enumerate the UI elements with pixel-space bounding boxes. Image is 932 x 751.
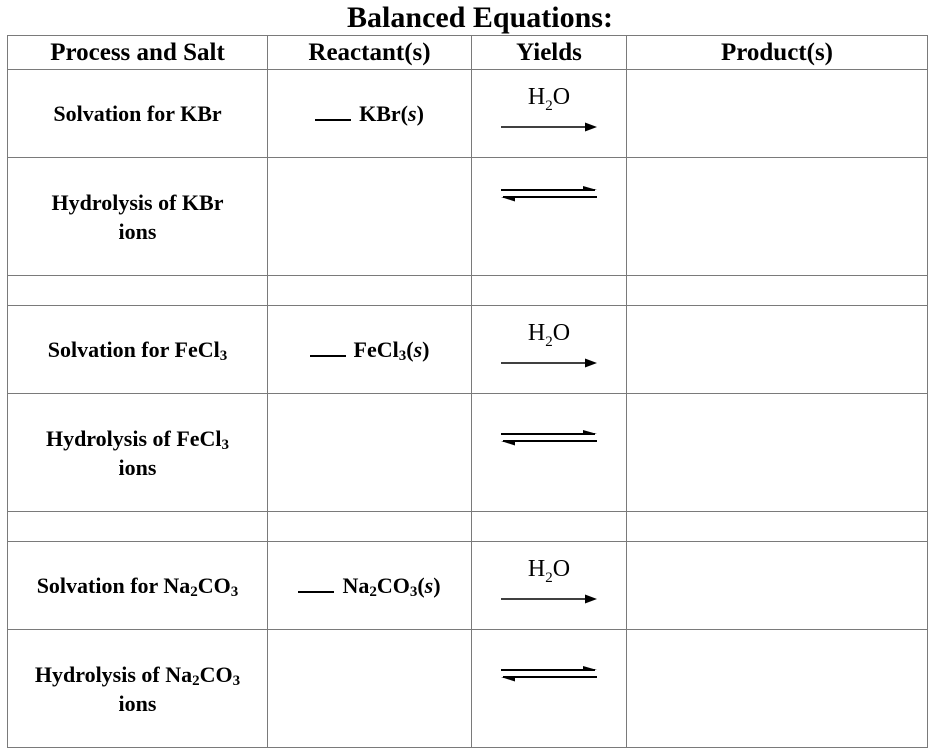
coefficient-blank[interactable] — [309, 335, 346, 357]
h2o-label: H2O — [527, 556, 571, 586]
product-cell[interactable] — [626, 541, 928, 630]
h2o-label: H2O — [527, 320, 571, 350]
reaction-arrow-icon — [501, 594, 597, 604]
spacer-row — [7, 511, 928, 542]
header-yields: Yields — [471, 35, 627, 70]
reactant-cell[interactable]: Na2CO3(s) — [267, 541, 472, 630]
reactant-cell[interactable] — [267, 157, 472, 276]
yields-cell: H2O — [471, 69, 627, 158]
process-cell: Solvation for Na2CO3 — [7, 541, 268, 630]
process-cell: Solvation for KBr — [7, 69, 268, 158]
yields-cell: H2O — [471, 541, 627, 630]
table-row: Hydrolysis of Na2CO3 ions — [7, 629, 928, 748]
page-title: Balanced Equations: — [347, 1, 613, 34]
header-row: Process and Salt Reactant(s) Yields Prod… — [7, 35, 928, 70]
table-row: Hydrolysis of FeCl3 ions — [7, 393, 928, 512]
table-row: Solvation for FeCl3 FeCl3(s) H2O — [7, 305, 928, 394]
yields-cell — [471, 393, 627, 512]
process-cell: Hydrolysis of Na2CO3 ions — [7, 629, 268, 748]
equilibrium-arrow-icon — [501, 186, 597, 202]
equilibrium-arrow-icon — [501, 666, 597, 682]
yields-cell — [471, 629, 627, 748]
product-cell[interactable] — [626, 305, 928, 394]
header-reactants: Reactant(s) — [267, 35, 472, 70]
yields-cell — [471, 157, 627, 276]
table-row: Solvation for KBr KBr(s) H2O — [7, 69, 928, 158]
reactant-cell[interactable] — [267, 393, 472, 512]
product-cell[interactable] — [626, 393, 928, 512]
spacer-row — [7, 275, 928, 306]
header-process: Process and Salt — [7, 35, 268, 70]
coefficient-blank[interactable] — [298, 571, 335, 593]
header-products: Product(s) — [626, 35, 928, 70]
process-cell: Hydrolysis of KBr ions — [7, 157, 268, 276]
yields-cell: H2O — [471, 305, 627, 394]
table-row: Hydrolysis of KBr ions — [7, 157, 928, 276]
reaction-arrow-icon — [501, 358, 597, 368]
product-cell[interactable] — [626, 629, 928, 748]
product-cell[interactable] — [626, 157, 928, 276]
process-cell: Solvation for FeCl3 — [7, 305, 268, 394]
reaction-arrow-icon — [501, 122, 597, 132]
table-row: Solvation for Na2CO3 Na2CO3(s) H2O — [7, 541, 928, 630]
h2o-label: H2O — [527, 84, 571, 114]
equilibrium-arrow-icon — [501, 430, 597, 446]
reactant-cell[interactable]: KBr(s) — [267, 69, 472, 158]
product-cell[interactable] — [626, 69, 928, 158]
equations-table: Process and Salt Reactant(s) Yields Prod… — [7, 35, 928, 748]
coefficient-blank[interactable] — [315, 99, 352, 121]
reactant-cell[interactable]: FeCl3(s) — [267, 305, 472, 394]
process-cell: Hydrolysis of FeCl3 ions — [7, 393, 268, 512]
reactant-cell[interactable] — [267, 629, 472, 748]
